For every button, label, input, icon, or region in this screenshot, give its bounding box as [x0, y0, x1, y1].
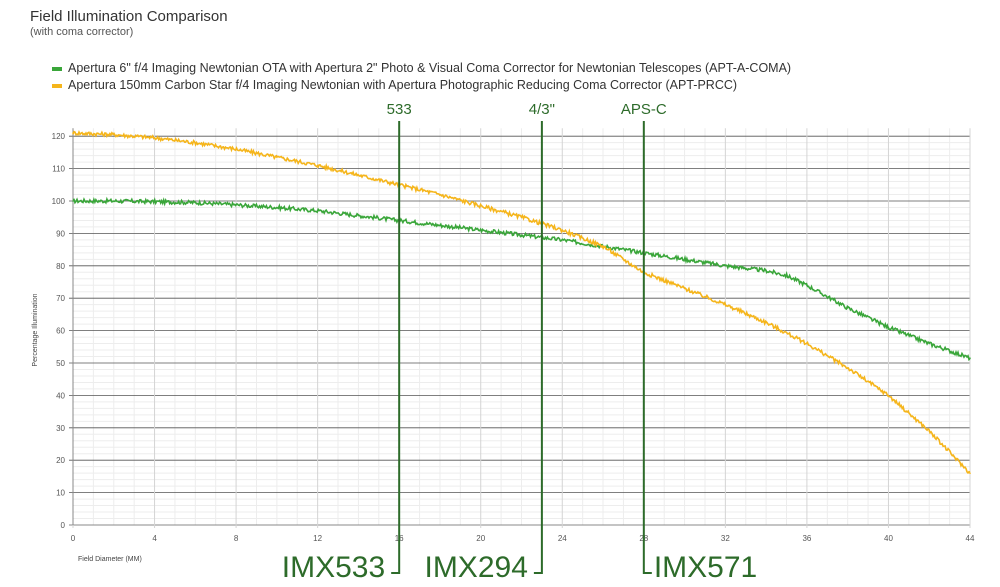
data-point: [806, 342, 808, 345]
data-point: [72, 200, 74, 202]
data-point: [439, 193, 441, 196]
data-point: [785, 274, 788, 277]
y-tick-label: 30: [56, 424, 65, 433]
sensor-top-label: APS-C: [621, 101, 667, 118]
axes: 0102030405060708090100110120048121620242…: [52, 128, 975, 543]
data-point: [316, 164, 319, 167]
x-tick-label: 24: [558, 534, 567, 543]
data-point: [235, 204, 237, 206]
legend-label: Apertura 6" f/4 Imaging Newtonian OTA wi…: [68, 61, 792, 75]
data-point: [887, 394, 890, 397]
data-point: [194, 141, 197, 144]
y-tick-label: 80: [56, 262, 65, 271]
y-tick-label: 90: [56, 229, 65, 238]
x-tick-label: 12: [313, 534, 322, 543]
x-tick-label: 8: [234, 534, 239, 543]
legend-item-apt-prcc[interactable]: Apertura 150mm Carbon Star f/4 Imaging N…: [52, 77, 791, 94]
data-point: [846, 367, 849, 369]
sensor-top-label: 533: [387, 101, 412, 118]
legend-swatch-green: [52, 66, 62, 71]
data-point: [520, 234, 523, 236]
data-point: [928, 430, 931, 432]
x-tick-label: 36: [802, 534, 811, 543]
x-tick-label: 4: [152, 534, 157, 543]
data-point: [928, 342, 931, 345]
legend-label: Apertura 150mm Carbon Star f/4 Imaging N…: [68, 78, 738, 92]
data-point: [153, 200, 156, 203]
data-point: [724, 303, 727, 306]
data-point: [479, 229, 482, 231]
data-point: [602, 245, 604, 248]
data-point: [683, 258, 686, 261]
data-point: [969, 472, 971, 474]
x-tick-label: 44: [966, 534, 975, 543]
y-axis-label: Percentage Illumination: [32, 293, 39, 366]
data-point: [887, 326, 890, 329]
x-tick-label: 40: [884, 534, 893, 543]
data-point: [112, 133, 115, 136]
x-axis-label: Field Diameter (MM): [78, 556, 142, 563]
x-tick-label: 32: [721, 534, 730, 543]
y-tick-label: 60: [56, 327, 65, 336]
data-point: [724, 265, 727, 267]
sensor-bracket: [533, 545, 543, 574]
series-line: [72, 196, 971, 362]
data-point: [316, 209, 319, 212]
y-tick-label: 110: [52, 165, 65, 174]
legend-swatch-yellow: [52, 83, 62, 88]
chart-legend: Apertura 6" f/4 Imaging Newtonian OTA wi…: [52, 60, 791, 94]
data-point: [846, 307, 849, 309]
sensor-bracket: [391, 545, 401, 574]
legend-item-apt-a-coma[interactable]: Apertura 6" f/4 Imaging Newtonian OTA wi…: [52, 60, 791, 77]
y-tick-label: 40: [56, 391, 65, 400]
data-point: [561, 229, 564, 231]
data-point: [153, 137, 156, 139]
data-point: [765, 321, 767, 324]
sensor-bottom-label: IMX533: [282, 551, 385, 584]
data-point: [561, 239, 564, 241]
data-point: [765, 269, 767, 272]
sensor-bracket: [642, 545, 652, 574]
chart-subtitle: (with coma corrector): [30, 26, 134, 38]
data-point: [520, 216, 523, 218]
y-tick-label: 120: [52, 132, 66, 141]
chart-title: Field Illumination Comparison: [30, 8, 228, 25]
gridlines: [69, 128, 971, 528]
y-tick-label: 10: [56, 489, 65, 498]
data-point: [357, 214, 360, 217]
x-tick-label: 20: [476, 534, 485, 543]
x-tick-label: 0: [71, 534, 76, 543]
sensor-markers: 533 IMX533 4/3" IMX294 APS-C IMX571: [282, 101, 757, 584]
sensor-top-label: 4/3": [529, 101, 555, 118]
data-point: [439, 224, 441, 227]
data-point: [112, 200, 115, 202]
sensor-bottom-label: IMX571: [654, 551, 757, 584]
data-point: [194, 201, 197, 204]
series-lines: [72, 130, 971, 475]
data-point: [72, 132, 74, 134]
data-point: [969, 357, 971, 359]
y-tick-label: 100: [52, 197, 66, 206]
y-tick-label: 50: [56, 359, 65, 368]
data-point: [235, 148, 237, 150]
y-tick-label: 20: [56, 456, 65, 465]
data-point: [276, 206, 278, 209]
data-point: [357, 174, 360, 176]
data-point: [806, 284, 808, 287]
data-point: [479, 205, 482, 207]
y-tick-label: 70: [56, 294, 65, 303]
sensor-bottom-label: IMX294: [424, 551, 527, 584]
data-point: [622, 258, 625, 261]
data-point: [276, 156, 278, 159]
y-tick-label: 0: [61, 521, 66, 530]
data-point: [683, 287, 686, 290]
